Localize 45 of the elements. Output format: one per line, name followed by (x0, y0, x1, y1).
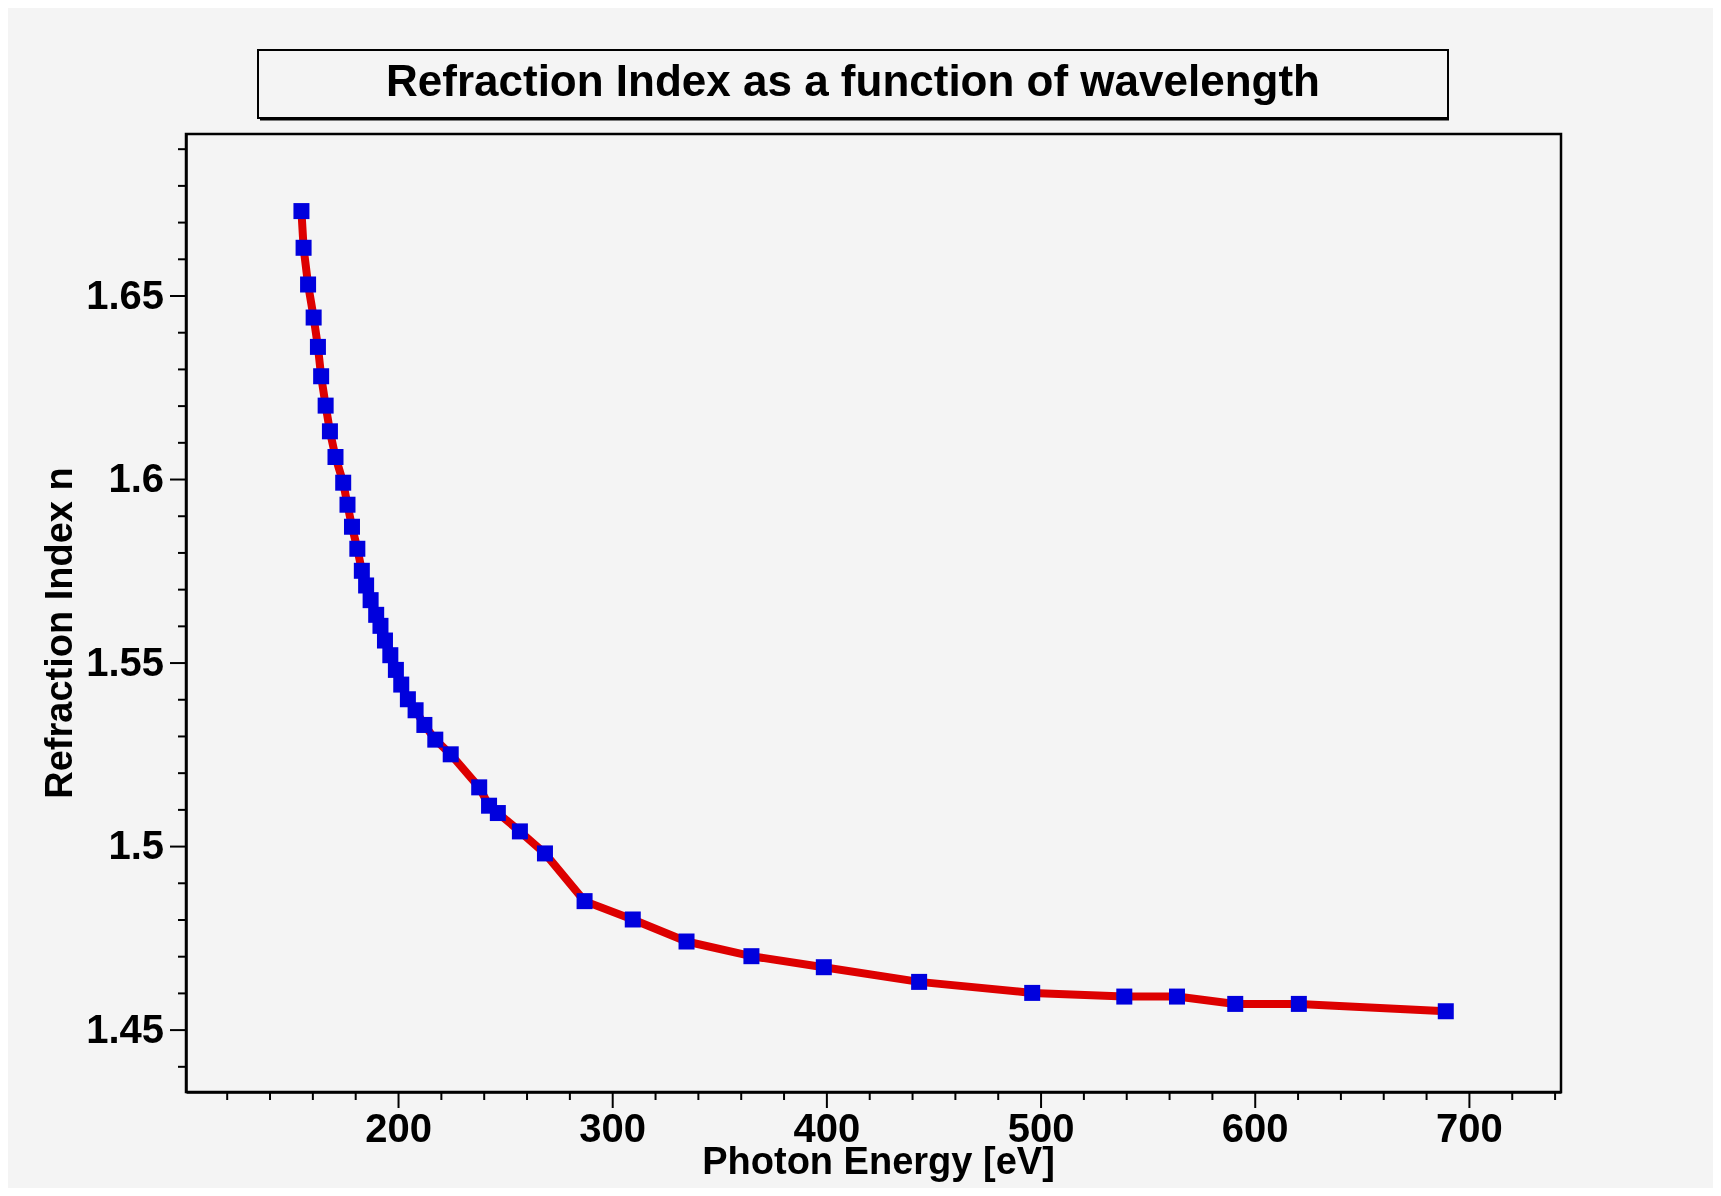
point (1437, 1003, 1454, 1020)
y-tick-label: 1.65 (86, 272, 164, 317)
point (293, 203, 310, 220)
point (335, 474, 352, 491)
point (305, 309, 322, 326)
point (678, 933, 695, 950)
point (339, 496, 356, 513)
point (313, 368, 330, 385)
point (300, 276, 317, 293)
point (349, 540, 366, 557)
point (489, 805, 506, 822)
point (624, 911, 641, 928)
y-tick-label: 1.6 (108, 456, 164, 501)
y-tick-label: 1.55 (86, 639, 164, 684)
point (536, 845, 553, 862)
point (295, 239, 312, 256)
point (309, 338, 326, 355)
point (1290, 995, 1307, 1012)
point (442, 746, 459, 763)
point (911, 973, 928, 990)
point (743, 948, 760, 965)
chart-title: Refraction Index as a function of wavelength (386, 56, 1320, 105)
point (353, 562, 370, 579)
point (343, 518, 360, 535)
point (407, 702, 424, 719)
point (815, 959, 832, 976)
point (327, 449, 344, 465)
x-tick-label: 700 (1436, 1106, 1503, 1151)
x-tick-label: 200 (365, 1106, 432, 1151)
point (321, 423, 338, 440)
point (471, 779, 488, 796)
y-axis-title: Refraction Index n (38, 467, 80, 799)
point (1024, 984, 1041, 1001)
point (1227, 995, 1244, 1012)
point (427, 731, 444, 748)
y-tick-label: 1.5 (108, 823, 164, 868)
x-tick-label: 600 (1221, 1106, 1289, 1151)
point (1168, 988, 1185, 1005)
point (511, 823, 528, 840)
point (317, 397, 334, 414)
point (576, 893, 593, 910)
x-tick-label: 300 (579, 1106, 647, 1151)
point (1116, 988, 1133, 1005)
y-tick-label: 1.45 (86, 1006, 164, 1051)
point (416, 716, 433, 733)
